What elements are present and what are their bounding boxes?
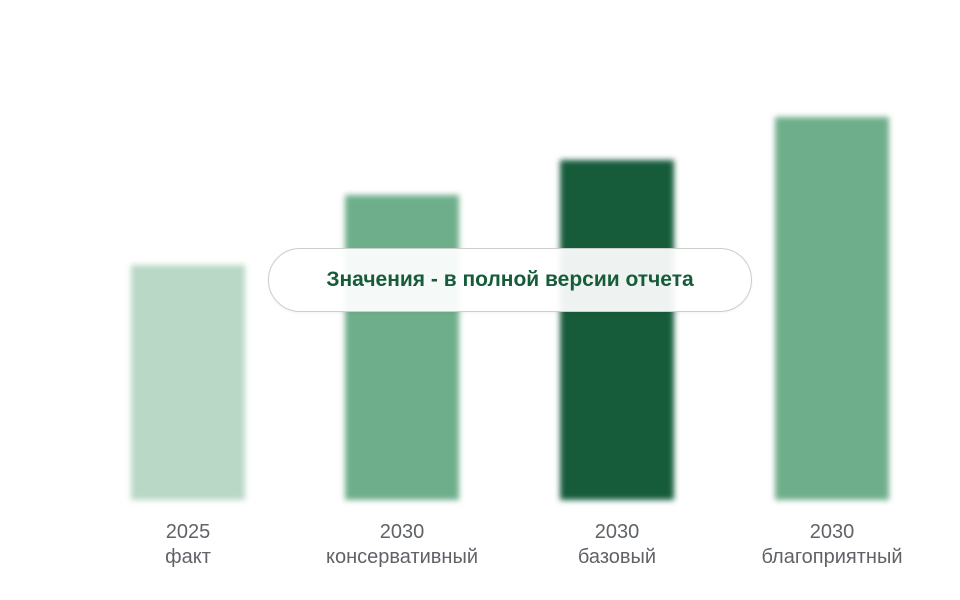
category-year: 2025 (165, 521, 211, 543)
category-year: 2030 (379, 521, 425, 543)
locked-values-message: Значения - в полной версии отчета (326, 268, 694, 291)
bar-3 (560, 160, 674, 500)
category-label-2030-base: 2030 базовый (517, 520, 717, 570)
category-scenario: благоприятный (761, 546, 903, 568)
category-label-2030-favorable: 2030 благоприятный (732, 520, 932, 570)
bars-group (131, 117, 889, 500)
category-year: 2030 (809, 521, 855, 543)
category-scenario: факт (165, 546, 211, 568)
locked-values-banner: Значения - в полной версии отчета (268, 248, 752, 312)
category-scenario: базовый (577, 546, 657, 568)
bar-1 (131, 265, 245, 500)
category-label-2030-conservative: 2030 консервативный (302, 520, 502, 570)
category-label-2025-fact: 2025 факт (88, 520, 288, 570)
category-year: 2030 (594, 521, 640, 543)
bar-4 (775, 117, 889, 500)
category-scenario: консервативный (325, 546, 479, 568)
bar-2 (345, 195, 459, 500)
